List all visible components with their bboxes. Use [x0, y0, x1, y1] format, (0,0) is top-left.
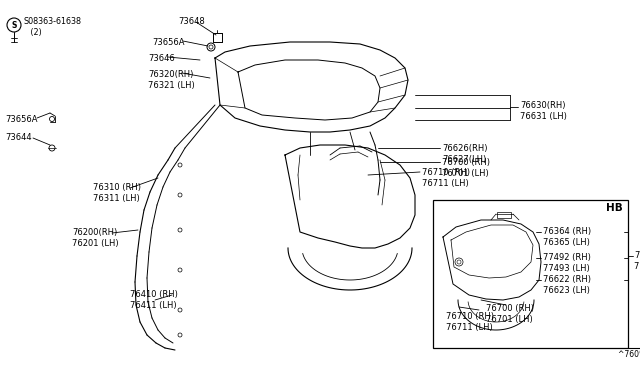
Text: ^760*00 7: ^760*00 7: [618, 350, 640, 359]
Text: HB: HB: [606, 203, 623, 213]
Text: 76310 (RH)
76311 (LH): 76310 (RH) 76311 (LH): [93, 183, 141, 203]
Bar: [497, 212, 511, 218]
Text: 73648: 73648: [178, 17, 205, 26]
Text: 73644: 73644: [5, 133, 31, 142]
Text: 76630(RH)
76631 (LH): 76630(RH) 76631 (LH): [634, 251, 640, 271]
Text: S: S: [12, 20, 17, 29]
Text: 76700 (RH)
76701 (LH): 76700 (RH) 76701 (LH): [442, 158, 490, 178]
Text: 77492 (RH)
77493 (LH): 77492 (RH) 77493 (LH): [543, 253, 591, 273]
Text: 73656A: 73656A: [152, 38, 184, 47]
Text: 73646: 73646: [148, 54, 175, 63]
Text: 76622 (RH)
76623 (LH): 76622 (RH) 76623 (LH): [543, 275, 591, 295]
Text: 76710 (RH)
76711 (LH): 76710 (RH) 76711 (LH): [422, 168, 470, 188]
Text: 76200(RH)
76201 (LH): 76200(RH) 76201 (LH): [72, 228, 118, 248]
Text: 76410 (RH)
76411 (LH): 76410 (RH) 76411 (LH): [130, 290, 178, 310]
Text: 76364 (RH)
76365 (LH): 76364 (RH) 76365 (LH): [543, 227, 591, 247]
Text: 76710 (RH)
76711 (LH): 76710 (RH) 76711 (LH): [446, 312, 494, 332]
Text: 76320(RH)
76321 (LH): 76320(RH) 76321 (LH): [148, 70, 195, 90]
Text: 76626(RH)
76627(LH): 76626(RH) 76627(LH): [442, 144, 488, 164]
Bar: [433, 200, 628, 348]
Text: 76630(RH)
76631 (LH): 76630(RH) 76631 (LH): [520, 101, 567, 121]
Text: 76700 (RH)
76701 (LH): 76700 (RH) 76701 (LH): [486, 304, 534, 324]
Text: 73656A: 73656A: [5, 115, 38, 124]
Text: S08363-61638
   (2): S08363-61638 (2): [23, 17, 81, 37]
